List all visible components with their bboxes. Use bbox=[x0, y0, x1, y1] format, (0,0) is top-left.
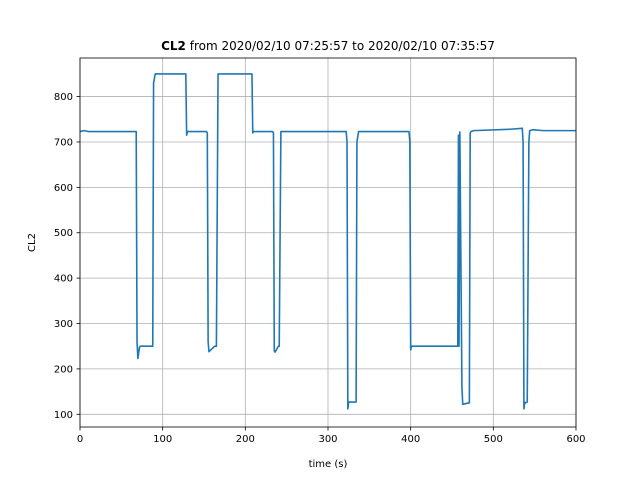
plot-frame bbox=[79, 57, 577, 428]
y-tick-label: 400 bbox=[54, 274, 73, 285]
y-tick-label: 600 bbox=[54, 183, 73, 194]
x-tick-label: 500 bbox=[484, 434, 503, 445]
y-tick-label: 100 bbox=[54, 410, 73, 421]
data-series bbox=[79, 73, 576, 410]
series-line bbox=[79, 73, 576, 410]
chart-title: CL2 from 2020/02/10 07:25:57 to 2020/02/… bbox=[161, 39, 495, 53]
x-tick-label: 100 bbox=[153, 434, 172, 445]
x-tick-label: 0 bbox=[77, 434, 83, 445]
x-tick-label: 300 bbox=[318, 434, 337, 445]
y-tick-label: 200 bbox=[54, 364, 73, 375]
x-tick-label: 600 bbox=[566, 434, 585, 445]
x-tick-label: 200 bbox=[236, 434, 255, 445]
y-tick-label: 700 bbox=[54, 137, 73, 148]
x-tick-label: 400 bbox=[401, 434, 420, 445]
chart-title-bold: CL2 bbox=[161, 39, 186, 53]
x-axis-label: time (s) bbox=[309, 459, 348, 470]
y-tick-label: 500 bbox=[54, 228, 73, 239]
y-tick-label: 800 bbox=[54, 92, 73, 103]
y-axis-label: CL2 bbox=[27, 233, 38, 252]
y-tick-label: 300 bbox=[54, 319, 73, 330]
axis-ticks: 0 100 200 300 400 500 600 100 200 300 400 500 600 700… bbox=[54, 92, 586, 445]
chart-title-rest: from 2020/02/10 07:25:57 to 2020/02/10 0… bbox=[186, 39, 495, 53]
